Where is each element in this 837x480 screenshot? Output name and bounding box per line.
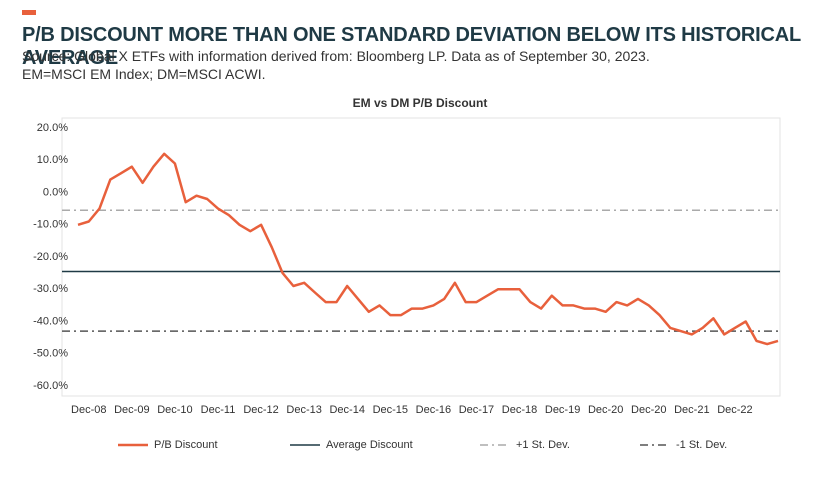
x-tick-label: Dec-18 bbox=[502, 404, 537, 416]
chart-title: EM vs DM P/B Discount bbox=[353, 96, 488, 110]
y-tick-label: 20.0% bbox=[37, 122, 68, 134]
y-tick-label: -10.0% bbox=[33, 219, 68, 231]
x-tick-label: Dec-09 bbox=[114, 404, 149, 416]
legend-label: P/B Discount bbox=[154, 439, 218, 451]
y-tick-label: -20.0% bbox=[33, 251, 68, 263]
x-tick-label: Dec-21 bbox=[674, 404, 709, 416]
y-tick-label: 10.0% bbox=[37, 154, 68, 166]
x-tick-label: Dec-17 bbox=[459, 404, 494, 416]
plot-frame bbox=[61, 117, 781, 397]
x-tick-label: Dec-14 bbox=[329, 404, 364, 416]
x-tick-label: Dec-12 bbox=[243, 404, 278, 416]
source: Source: Global X ETFs with information d… bbox=[22, 48, 650, 64]
page-title: P/B DISCOUNT MORE THAN ONE STANDARD DEVI… bbox=[22, 24, 801, 69]
x-tick-label: Dec-22 bbox=[717, 404, 752, 416]
legend-label: -1 St. Dev. bbox=[676, 439, 727, 451]
y-tick-label: -30.0% bbox=[33, 283, 68, 295]
y-tick-label: 0.0% bbox=[43, 186, 68, 198]
y-tick-label: -50.0% bbox=[33, 348, 68, 360]
x-tick-label: Dec-11 bbox=[201, 404, 236, 416]
accent-bar bbox=[22, 10, 36, 15]
legend-label: Average Discount bbox=[326, 439, 413, 451]
legend-label: +1 St. Dev. bbox=[516, 439, 570, 451]
data-line bbox=[77, 152, 779, 346]
x-tick-label: Dec-16 bbox=[416, 404, 451, 416]
x-tick-label: Dec-19 bbox=[545, 404, 580, 416]
x-tick-label: Dec-20 bbox=[588, 404, 623, 416]
x-tick-label: Dec-20 bbox=[631, 404, 666, 416]
y-tick-label: -60.0% bbox=[33, 380, 68, 392]
x-tick-label: Dec-15 bbox=[373, 404, 408, 416]
y-tick-label: -40.0% bbox=[33, 315, 68, 327]
x-tick-label: Dec-13 bbox=[286, 404, 321, 416]
note: EM=MSCI EM Index; DM=MSCI ACWI. bbox=[22, 66, 266, 82]
x-tick-label: Dec-08 bbox=[71, 404, 106, 416]
x-tick-label: Dec-10 bbox=[157, 404, 192, 416]
